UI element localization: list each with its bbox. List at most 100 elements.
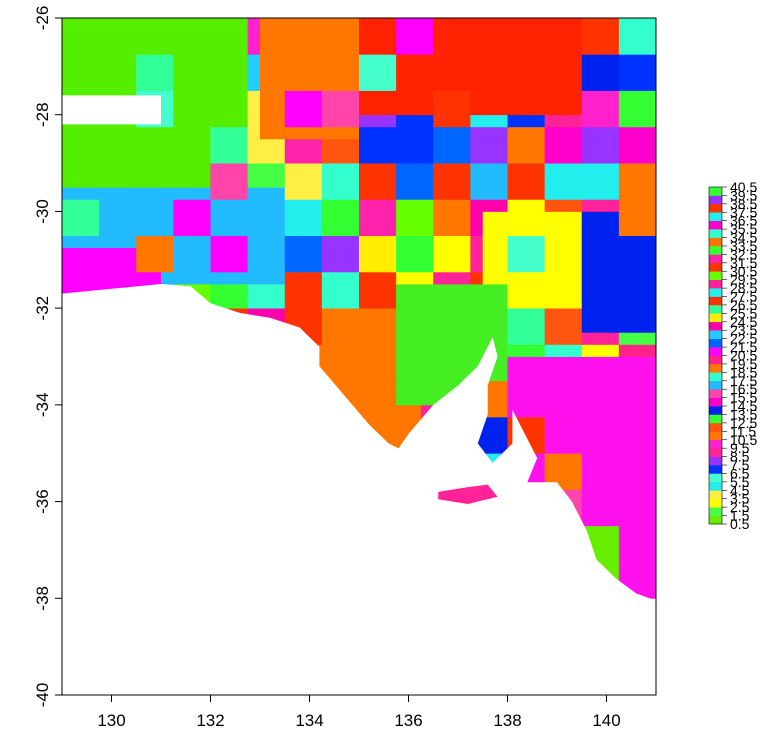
raster-cell (161, 211, 174, 224)
raster-cell (99, 138, 112, 152)
raster-cell (321, 78, 335, 91)
raster-cell (346, 30, 360, 43)
raster-cell (86, 175, 100, 188)
raster-cell (272, 283, 286, 297)
raster-cell (581, 199, 595, 212)
raster-cell (321, 283, 335, 297)
raster-cell (408, 30, 422, 43)
raster-cell (173, 175, 187, 188)
raster-cell (334, 42, 348, 55)
raster-cell (606, 211, 620, 224)
raster-cell (198, 259, 211, 273)
raster-cell (544, 429, 558, 442)
raster-cell (458, 320, 471, 333)
raster-cell (359, 404, 372, 418)
raster-cell (99, 223, 112, 237)
raster-cell (123, 66, 137, 79)
raster-cell (99, 247, 112, 261)
raster-cell (544, 114, 558, 128)
raster-cell (618, 404, 632, 418)
raster-cell (334, 296, 348, 309)
raster-cell (643, 537, 657, 551)
raster-cell (222, 199, 236, 212)
raster-cell (519, 102, 533, 116)
raster-cell (62, 126, 75, 140)
raster-cell (396, 344, 409, 357)
raster-cell (631, 392, 645, 406)
raster-cell (594, 525, 607, 539)
raster-cell (507, 308, 521, 321)
raster-cell (495, 235, 508, 249)
raster-cell (62, 138, 75, 152)
raster-cell (371, 392, 385, 406)
raster-cell (123, 126, 137, 140)
raster-cell (631, 489, 645, 502)
raster-cell (284, 211, 298, 224)
raster-cell (346, 344, 360, 357)
raster-cell (606, 42, 620, 55)
raster-cell (569, 78, 583, 91)
raster-cell (99, 163, 112, 176)
raster-cell (495, 138, 508, 152)
raster-cell (445, 211, 459, 224)
raster-cell (284, 296, 298, 309)
raster-cell (643, 320, 657, 333)
raster-cell (606, 537, 620, 551)
raster-cell (507, 150, 521, 164)
raster-cell (544, 271, 558, 285)
raster-cell (470, 66, 484, 79)
raster-cell (396, 404, 409, 418)
raster-cell (470, 344, 484, 357)
raster-cell (433, 283, 447, 297)
raster-cell (433, 163, 447, 176)
raster-cell (136, 259, 150, 273)
raster-cell (643, 114, 657, 128)
x-axis: 130 132 134 136 138 140 (97, 695, 621, 730)
raster-cell (222, 126, 236, 140)
raster-cell (272, 187, 286, 200)
coastline-sea (62, 95, 656, 695)
raster-cell (569, 42, 583, 55)
raster-cell (557, 429, 570, 442)
raster-cell (309, 102, 323, 116)
raster-cell (185, 18, 199, 31)
raster-cell (396, 223, 409, 237)
raster-cell (396, 78, 409, 91)
raster-cell (507, 163, 521, 176)
raster-cell (606, 404, 620, 418)
legend-swatch (709, 465, 722, 474)
raster-cell (569, 356, 583, 369)
raster-cell (396, 18, 409, 31)
raster-cell (371, 138, 385, 152)
raster-cell (569, 416, 583, 430)
raster-cell (334, 223, 348, 237)
raster-cell (606, 235, 620, 249)
raster-cell (544, 199, 558, 212)
raster-cell (594, 441, 607, 454)
raster-cell (618, 90, 632, 104)
raster-cell (198, 247, 211, 261)
raster-cell (321, 18, 335, 31)
raster-cell (631, 368, 645, 382)
raster-cell (544, 465, 558, 478)
raster-cell (544, 18, 558, 31)
raster-cell (557, 114, 570, 128)
raster-cell (581, 465, 595, 478)
raster-cell (359, 54, 372, 67)
x-tick-label: 140 (592, 711, 620, 730)
raster-cell (631, 441, 645, 454)
raster-cell (148, 126, 162, 140)
raster-cell (396, 126, 409, 140)
raster-cell (495, 259, 508, 273)
raster-cell (161, 102, 174, 116)
raster-cell (519, 223, 533, 237)
raster-cell (532, 332, 546, 345)
raster-cell (383, 150, 397, 164)
raster-cell (359, 90, 372, 104)
raster-cell (544, 211, 558, 224)
raster-cell (470, 247, 484, 261)
raster-cell (111, 18, 125, 31)
raster-cell (247, 187, 261, 200)
raster-cell (297, 42, 310, 55)
raster-cell (371, 247, 385, 261)
